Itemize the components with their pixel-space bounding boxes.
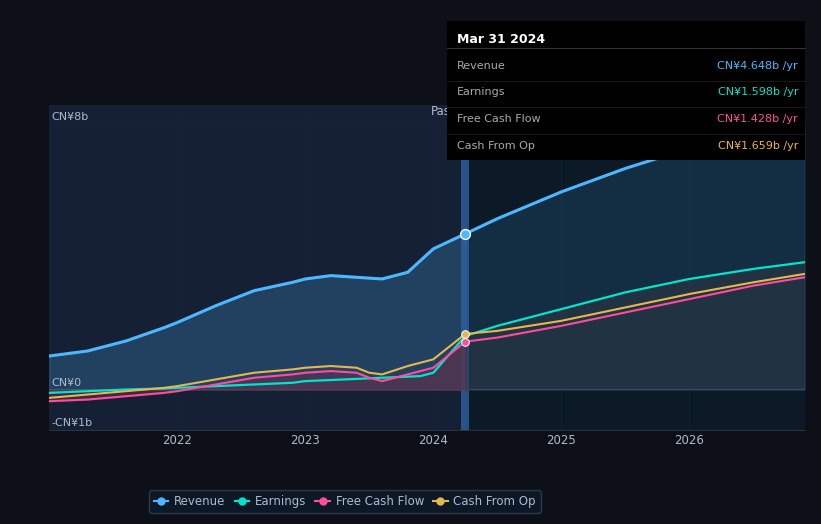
Text: Past: Past xyxy=(430,105,455,118)
Text: 2026: 2026 xyxy=(674,434,704,446)
Legend: Revenue, Earnings, Free Cash Flow, Cash From Op: Revenue, Earnings, Free Cash Flow, Cash … xyxy=(149,490,541,513)
Text: Revenue: Revenue xyxy=(457,61,506,71)
Text: CN¥1.659b /yr: CN¥1.659b /yr xyxy=(718,140,798,151)
Text: Cash From Op: Cash From Op xyxy=(457,140,535,151)
Point xyxy=(459,337,472,346)
Text: Analysts Forecasts: Analysts Forecasts xyxy=(475,105,585,118)
Text: CN¥1.428b /yr: CN¥1.428b /yr xyxy=(718,114,798,124)
Text: CN¥1.598b /yr: CN¥1.598b /yr xyxy=(718,88,798,97)
Text: 2023: 2023 xyxy=(291,434,320,446)
Text: CN¥4.648b /yr: CN¥4.648b /yr xyxy=(718,61,798,71)
Text: CN¥8b: CN¥8b xyxy=(52,112,89,122)
Text: 2025: 2025 xyxy=(547,434,576,446)
Text: Mar 31 2024: Mar 31 2024 xyxy=(457,33,545,46)
Text: CN¥0: CN¥0 xyxy=(52,378,82,388)
Bar xyxy=(49,105,466,430)
Text: 2024: 2024 xyxy=(419,434,448,446)
Text: Earnings: Earnings xyxy=(457,88,506,97)
Text: -CN¥1b: -CN¥1b xyxy=(52,418,93,428)
Point xyxy=(459,230,472,238)
Bar xyxy=(461,105,469,430)
Text: Free Cash Flow: Free Cash Flow xyxy=(457,114,541,124)
Text: 2022: 2022 xyxy=(163,434,192,446)
Point xyxy=(459,330,472,338)
Bar xyxy=(466,105,805,430)
